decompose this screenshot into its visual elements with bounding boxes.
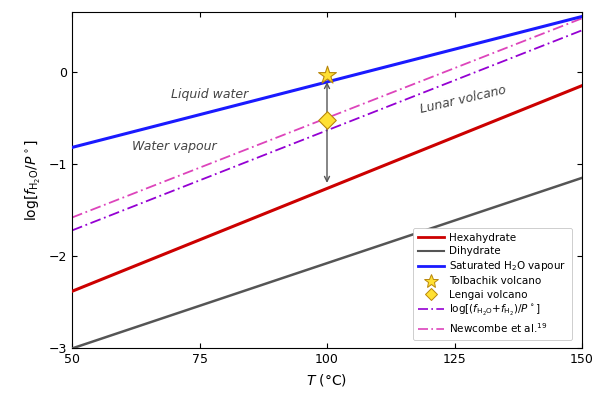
Point (322, 71, 332, 78)
Y-axis label: log[$f_{\mathregular{H_2O}}$/$P^\circ$]: log[$f_{\mathregular{H_2O}}$/$P^\circ$] (24, 139, 43, 221)
Text: Lunar volcano: Lunar volcano (419, 83, 508, 116)
X-axis label: $T$ (°C): $T$ (°C) (307, 372, 347, 388)
Text: Liquid water: Liquid water (171, 88, 248, 101)
Text: Water vapour: Water vapour (131, 140, 217, 153)
Legend: Hexahydrate, Dihydrate, Saturated H$_2$O vapour, Tolbachik volcano, Lengai volca: Hexahydrate, Dihydrate, Saturated H$_2$O… (413, 228, 572, 340)
Point (322, 116, 332, 123)
